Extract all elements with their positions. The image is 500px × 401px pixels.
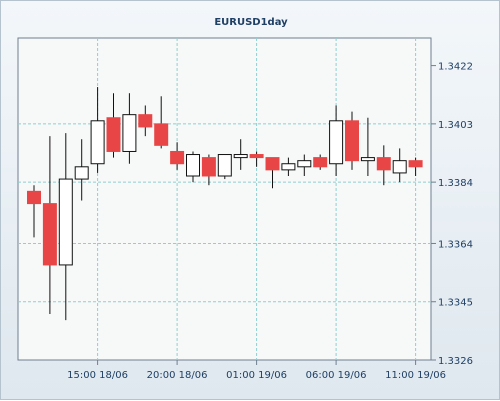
y-tick-label: 1.3403 — [438, 120, 473, 131]
candle-body — [201, 157, 216, 177]
candle — [233, 139, 248, 170]
candle-body — [42, 203, 57, 266]
candle-body — [186, 154, 200, 177]
y-tick-label: 1.3384 — [438, 178, 473, 189]
candle — [313, 154, 328, 170]
candles — [27, 87, 423, 321]
candle — [329, 105, 344, 176]
chart-title: EURUSD1day — [214, 17, 288, 28]
candle-body — [345, 120, 359, 162]
y-tick-label: 1.3326 — [438, 356, 473, 367]
candle — [27, 185, 41, 238]
candle — [345, 111, 359, 170]
x-tick-label: 06:00 19/06 — [306, 370, 367, 381]
candle-body — [313, 157, 328, 168]
candle-body — [154, 123, 169, 146]
candle — [392, 148, 407, 183]
candle-body — [27, 190, 41, 205]
candle — [122, 93, 137, 164]
candle — [170, 142, 185, 170]
candle-body — [376, 157, 391, 171]
x-tick-label: 11:00 19/06 — [385, 370, 446, 381]
candle — [138, 105, 153, 137]
candle — [297, 154, 312, 176]
y-tick-label: 1.3422 — [438, 62, 473, 73]
candle — [90, 87, 105, 173]
candle-body — [360, 157, 375, 162]
candle-body — [233, 154, 248, 159]
candle — [360, 117, 375, 176]
candle — [249, 151, 264, 167]
candle-body — [170, 150, 185, 165]
candle-body — [281, 163, 296, 171]
x-tick-label: 01:00 19/06 — [226, 370, 287, 381]
candle-body — [297, 160, 312, 168]
candle-body — [138, 114, 153, 128]
candle — [74, 139, 89, 201]
candle — [408, 157, 423, 176]
candle-body — [408, 160, 423, 168]
candle — [106, 93, 121, 158]
candle — [186, 151, 200, 183]
candle-body — [249, 154, 264, 159]
axes: 1.3422 1.3403 1.3384 1.3364 1.3345 1.3326 15:0… — [67, 62, 473, 381]
x-tick-label: 15:00 18/06 — [67, 370, 128, 381]
candle — [58, 133, 73, 321]
candle — [42, 136, 57, 314]
candle-body — [90, 120, 105, 165]
y-tick-label: 1.3364 — [438, 239, 473, 250]
candle-body — [392, 160, 407, 174]
candle-body — [58, 178, 73, 266]
candle-body — [265, 157, 280, 171]
y-tick-label: 1.3345 — [438, 298, 473, 309]
x-tick-label: 20:00 18/06 — [147, 370, 208, 381]
candle-body — [122, 114, 137, 152]
candle-body — [329, 120, 344, 165]
candle — [265, 157, 280, 189]
candle-body — [217, 154, 232, 177]
plot-area — [17, 37, 432, 361]
candle — [201, 154, 216, 186]
candle-body — [74, 166, 89, 180]
candle-body — [106, 117, 121, 152]
candle — [281, 157, 296, 176]
candle — [217, 154, 232, 180]
candle — [376, 145, 391, 186]
grid — [18, 38, 431, 360]
candle — [154, 96, 169, 149]
